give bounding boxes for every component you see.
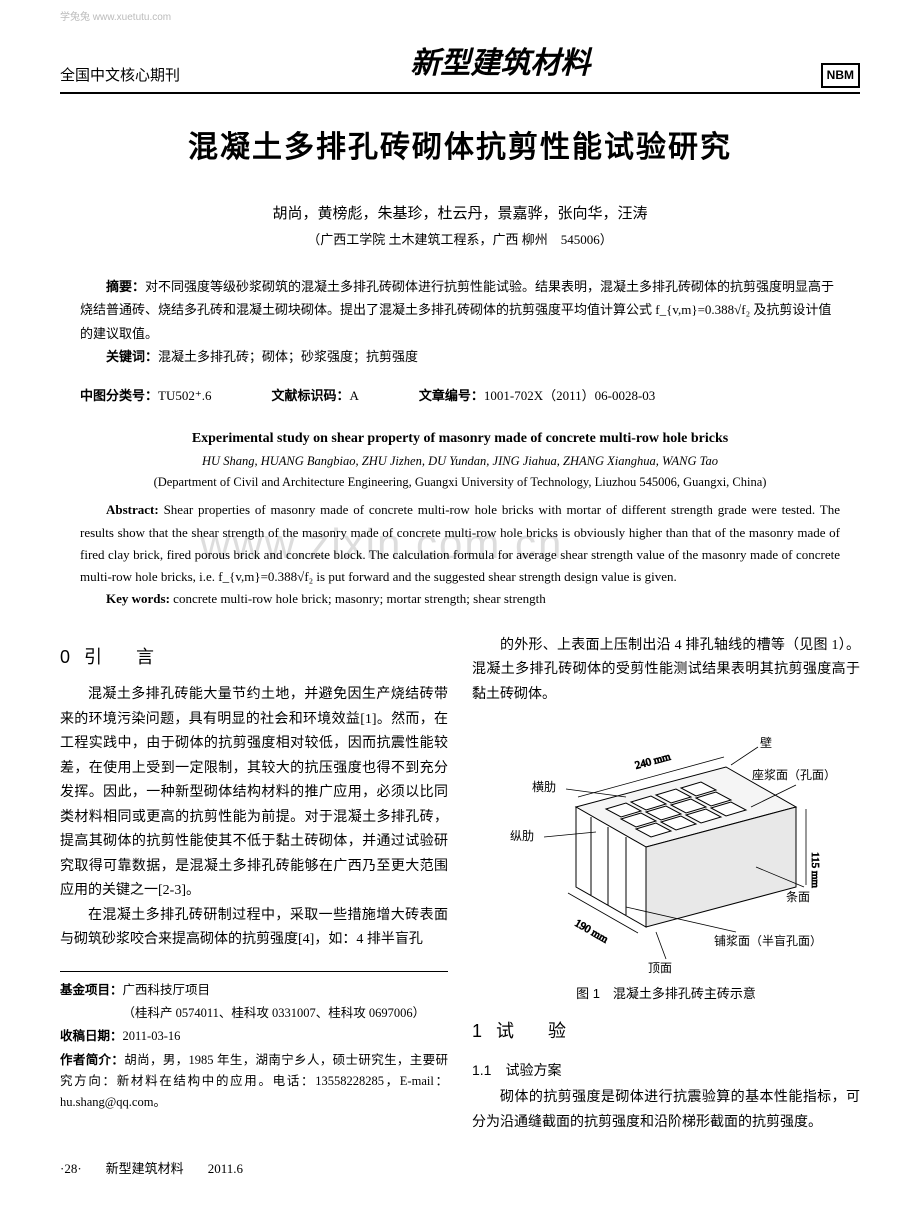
paragraph-2: 在混凝土多排孔砖研制过程中，采取一些措施增大砖表面与砌筑砂浆咬合来提高砌体的抗剪… <box>60 904 448 953</box>
svg-text:纵肋: 纵肋 <box>510 828 534 843</box>
section-1-head: 1试 验 <box>472 1016 860 1048</box>
watermark-top: 学兔兔 www.xuetutu.com <box>60 10 171 26</box>
svg-text:座浆面（孔面）: 座浆面（孔面） <box>752 767 836 782</box>
left-column: 0引 言 混凝土多排孔砖能大量节约土地，并避免因生产烧结砖带来的环境污染问题，具… <box>60 634 448 1135</box>
paragraph-3: 砌体的抗剪强度是砌体进行抗震验算的基本性能指标，可分为沿通缝截面的抗剪强度和沿阶… <box>472 1086 860 1135</box>
authors: 胡尚，黄榜彪，朱基珍，杜云丹，景嘉骅，张向华，汪涛 <box>60 202 860 226</box>
svg-text:190 mm: 190 mm <box>573 918 611 947</box>
paragraph-1: 混凝土多排孔砖能大量节约土地，并避免因生产烧结砖带来的环境污染问题，具有明显的社… <box>60 683 448 904</box>
article-title: 混凝土多排孔砖砌体抗剪性能试验研究 <box>60 124 860 172</box>
footnotes: 基金项目：广西科技厅项目 （桂科产 0574011、桂科攻 0331007、桂科… <box>60 980 448 1114</box>
paragraph-right: 的外形、上表面上压制出沿 4 排孔轴线的槽等（见图 1）。混凝土多排孔砖砌体的受… <box>472 634 860 708</box>
svg-text:横肋: 横肋 <box>532 779 556 794</box>
svg-text:条面: 条面 <box>786 890 810 904</box>
classification-row: 中图分类号：TU502⁺.6 文献标识码：A 文章编号：1001-702X（20… <box>80 386 840 407</box>
svg-text:壁: 壁 <box>760 735 772 750</box>
footer-journal: 新型建筑材料 <box>106 1159 184 1180</box>
svg-text:顶面: 顶面 <box>648 961 672 975</box>
page-footer: ·28· 新型建筑材料 2011.6 <box>60 1159 860 1180</box>
subsection-11: 1.1 试验方案 <box>472 1058 860 1083</box>
two-column-body: 0引 言 混凝土多排孔砖能大量节约土地，并避免因生产烧结砖带来的环境污染问题，具… <box>60 634 860 1135</box>
keywords-label: 关键词： <box>106 349 158 364</box>
brick-diagram-svg: 240 mm 115 mm 190 mm 壁 <box>496 717 836 977</box>
page-header: 全国中文核心期刊 新型建筑材料 NBM <box>60 40 860 94</box>
figure-1-caption: 图 1 混凝土多排孔砖主砖示意 <box>472 983 860 1006</box>
svg-text:铺浆面（半盲孔面）: 铺浆面（半盲孔面） <box>714 933 822 948</box>
svg-text:115 mm: 115 mm <box>809 852 821 888</box>
english-block: Experimental study on shear property of … <box>80 427 840 610</box>
en-affiliation: (Department of Civil and Architecture En… <box>80 472 840 493</box>
page-number: ·28· <box>60 1159 82 1180</box>
abstract-block: 摘要：对不同强度等级砂浆砌筑的混凝土多排孔砖砌体进行抗剪性能试验。结果表明，混凝… <box>80 275 840 369</box>
keywords-content: 混凝土多排孔砖；砌体；砂浆强度；抗剪强度 <box>158 349 418 364</box>
clc: 中图分类号：TU502⁺.6 <box>80 386 211 407</box>
footnote-separator <box>60 971 448 972</box>
en-title: Experimental study on shear property of … <box>80 427 840 451</box>
abstract-text: 摘要：对不同强度等级砂浆砌筑的混凝土多排孔砖砌体进行抗剪性能试验。结果表明，混凝… <box>80 275 840 345</box>
article-id: 文章编号：1001-702X（2011）06-0028-03 <box>419 386 655 407</box>
doc-code: 文献标识码：A <box>271 386 358 407</box>
footer-issue: 2011.6 <box>208 1159 243 1180</box>
figure-1: 240 mm 115 mm 190 mm 壁 <box>472 717 860 1006</box>
header-badge: NBM <box>821 63 860 88</box>
section-0-head: 0引 言 <box>60 642 448 674</box>
en-abstract: Abstract: Shear properties of masonry ma… <box>80 499 840 587</box>
header-left: 全国中文核心期刊 <box>60 64 180 88</box>
en-authors: HU Shang, HUANG Bangbiao, ZHU Jizhen, DU… <box>80 451 840 472</box>
keywords-text: 关键词：混凝土多排孔砖；砌体；砂浆强度；抗剪强度 <box>80 345 840 368</box>
header-center: 新型建筑材料 <box>410 40 590 88</box>
abstract-content: 对不同强度等级砂浆砌筑的混凝土多排孔砖砌体进行抗剪性能试验。结果表明，混凝土多排… <box>80 279 834 341</box>
svg-text:240 mm: 240 mm <box>634 751 673 772</box>
affiliation: （广西工学院 土木建筑工程系，广西 柳州 545006） <box>60 230 860 251</box>
abstract-label: 摘要： <box>106 279 145 294</box>
en-keywords: Key words: concrete multi-row hole brick… <box>80 588 840 610</box>
right-column: 的外形、上表面上压制出沿 4 排孔轴线的槽等（见图 1）。混凝土多排孔砖砌体的受… <box>472 634 860 1135</box>
